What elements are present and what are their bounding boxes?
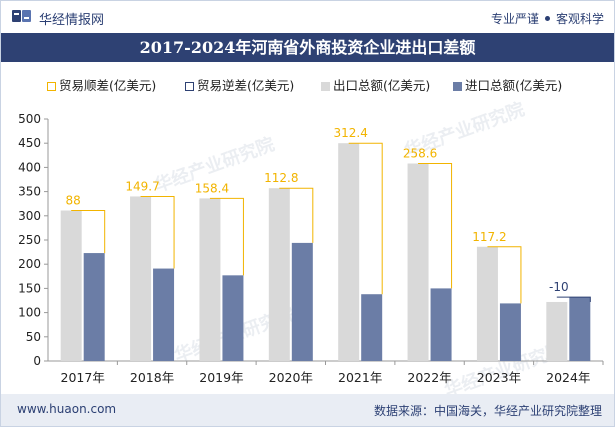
export-bar	[199, 198, 221, 361]
y-tick-label: 350	[18, 185, 41, 199]
legend-import-label: 进口总额(亿美元)	[465, 78, 563, 93]
footer-source: 数据来源：中国海关，华经产业研究院整理	[373, 404, 602, 418]
x-tick-label: 2018年	[130, 370, 174, 385]
export-bar	[476, 246, 498, 361]
legend-import: 进口总额(亿美元)	[453, 75, 562, 94]
surplus-bracket	[279, 187, 314, 243]
tagline-right: 客观科学	[555, 12, 604, 26]
chart-title: 2017-2024年河南省外商投资企业进出口差额	[1, 33, 614, 62]
import-bar	[222, 275, 244, 361]
top-bar: 华经情报网 专业严谨 客观科学	[1, 1, 614, 33]
import-bar	[430, 288, 452, 361]
surplus-bracket	[209, 197, 244, 276]
export-bar	[546, 301, 568, 361]
surplus-bracket	[71, 209, 106, 254]
y-tick-label: 0	[33, 354, 41, 368]
chart-plot: 0 50 100 150 200 250 300 350 400 450 500 88 2017年 149…	[18, 112, 604, 385]
x-tick-label: 2020年	[269, 370, 313, 385]
y-tick-label: 150	[18, 281, 41, 295]
export-bar	[407, 163, 429, 361]
legend-deficit: 贸易逆差(亿美元)	[185, 75, 294, 94]
x-tick-label: 2022年	[407, 370, 451, 385]
y-tick-label: 400	[18, 160, 41, 174]
export-bar	[60, 210, 82, 361]
surplus-value-label: 117.2	[472, 230, 506, 244]
footer: www.huaon.com 数据来源：中国海关，华经产业研究院整理	[1, 394, 614, 426]
legend-surplus-swatch	[47, 82, 56, 91]
surplus-value-label: 258.6	[403, 147, 437, 161]
brand-name: 华经情报网	[39, 13, 105, 28]
x-tick-label: 2017年	[61, 370, 105, 385]
legend-import-swatch	[453, 82, 462, 91]
footer-url[interactable]: www.huaon.com	[17, 402, 117, 416]
export-bar	[130, 196, 152, 361]
tagline-dot-icon	[544, 16, 550, 21]
legend-deficit-label: 贸易逆差(亿美元)	[197, 78, 295, 93]
tagline: 专业严谨 客观科学	[491, 10, 604, 27]
surplus-value-label: 112.8	[264, 171, 298, 185]
export-bar	[338, 143, 360, 361]
y-tick-label: 300	[18, 209, 41, 223]
surplus-value-label: 312.4	[334, 126, 368, 140]
surplus-value-label: 149.7	[125, 179, 159, 193]
surplus-bracket	[487, 246, 522, 304]
deficit-bracket	[556, 296, 591, 302]
surplus-value-label: 158.4	[195, 181, 229, 195]
legend-export: 出口总额(亿美元)	[321, 75, 430, 94]
x-tick-label: 2021年	[338, 370, 382, 385]
y-tick-label: 450	[18, 136, 41, 150]
y-tick-label: 500	[18, 112, 41, 126]
legend-export-swatch	[321, 82, 330, 91]
import-bar	[83, 253, 105, 361]
legend-surplus-label: 贸易顺差(亿美元)	[59, 78, 157, 93]
y-tick-label: 250	[18, 233, 41, 247]
legend-surplus: 贸易顺差(亿美元)	[47, 75, 156, 94]
legend: 贸易顺差(亿美元) 贸易逆差(亿美元) 出口总额(亿美元) 进口总额(亿美元)	[41, 75, 611, 93]
import-bar	[569, 297, 591, 361]
surplus-value-label: 88	[66, 193, 81, 207]
surplus-bracket	[348, 142, 383, 295]
x-tick-label: 2023年	[477, 370, 521, 385]
import-bar	[499, 303, 521, 361]
surplus-bracket	[418, 163, 453, 289]
export-bar	[268, 188, 290, 361]
x-tick-label: 2024年	[546, 370, 590, 385]
y-tick-label: 100	[18, 306, 41, 320]
import-bar	[361, 294, 383, 361]
import-bar	[153, 268, 175, 361]
y-tick-label: 200	[18, 257, 41, 271]
legend-deficit-swatch	[185, 82, 194, 91]
huajing-logo-icon	[12, 10, 31, 22]
legend-export-label: 出口总额(亿美元)	[333, 78, 431, 93]
x-tick-label: 2019年	[199, 370, 243, 385]
import-bar	[291, 242, 313, 361]
tagline-left: 专业严谨	[490, 12, 539, 26]
surplus-bracket	[140, 195, 175, 269]
y-tick-label: 50	[26, 330, 41, 344]
deficit-value-label: -10	[549, 280, 569, 294]
